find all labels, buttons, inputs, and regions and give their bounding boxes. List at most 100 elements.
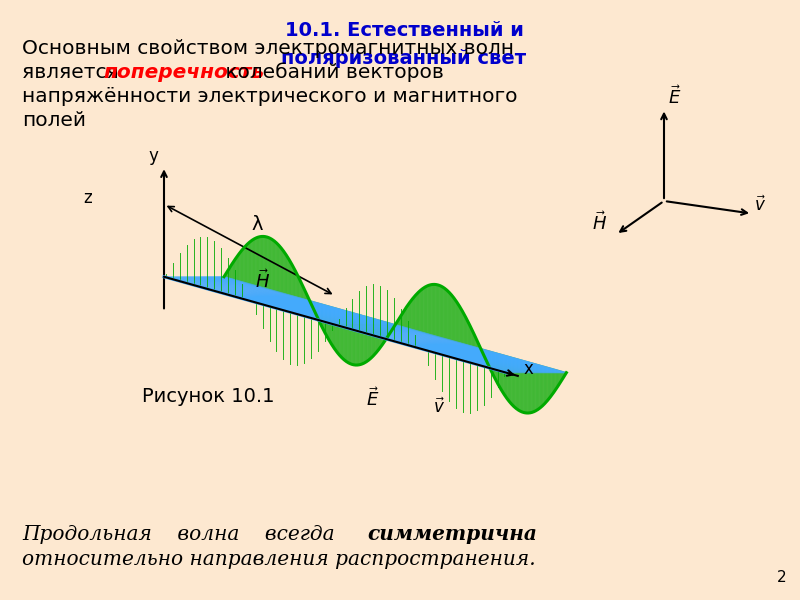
Polygon shape <box>394 334 429 341</box>
Polygon shape <box>465 361 545 367</box>
Polygon shape <box>301 315 378 320</box>
Polygon shape <box>405 337 439 344</box>
Polygon shape <box>309 317 382 321</box>
Polygon shape <box>458 359 541 365</box>
Polygon shape <box>231 288 265 296</box>
Polygon shape <box>250 301 315 302</box>
Polygon shape <box>296 314 375 319</box>
Polygon shape <box>470 362 548 368</box>
Polygon shape <box>362 328 409 332</box>
Polygon shape <box>173 278 229 280</box>
Polygon shape <box>318 320 387 322</box>
Polygon shape <box>180 279 233 281</box>
Polygon shape <box>439 354 526 361</box>
Polygon shape <box>388 333 425 340</box>
Polygon shape <box>277 308 362 316</box>
Polygon shape <box>250 298 301 301</box>
Polygon shape <box>436 353 523 361</box>
Polygon shape <box>374 331 417 336</box>
Polygon shape <box>243 292 279 299</box>
Polygon shape <box>250 299 303 301</box>
Polygon shape <box>254 302 337 308</box>
Polygon shape <box>250 301 317 303</box>
Polygon shape <box>425 350 506 356</box>
Polygon shape <box>422 349 495 353</box>
Polygon shape <box>393 334 429 341</box>
Polygon shape <box>410 338 445 346</box>
Polygon shape <box>351 327 404 329</box>
Polygon shape <box>223 286 258 293</box>
Polygon shape <box>399 335 434 343</box>
Text: Основным свойством электромагнитных волн: Основным свойством электромагнитных волн <box>22 39 514 58</box>
Polygon shape <box>386 332 424 340</box>
Polygon shape <box>285 311 368 317</box>
Polygon shape <box>166 277 226 278</box>
Polygon shape <box>478 365 553 369</box>
Polygon shape <box>446 356 532 363</box>
Polygon shape <box>254 302 335 308</box>
Polygon shape <box>354 328 406 331</box>
Polygon shape <box>167 277 226 278</box>
Polygon shape <box>249 297 297 301</box>
Polygon shape <box>383 332 422 338</box>
Polygon shape <box>420 346 471 349</box>
Polygon shape <box>469 362 547 367</box>
Polygon shape <box>424 350 504 355</box>
Polygon shape <box>247 295 290 300</box>
Polygon shape <box>421 347 475 349</box>
Polygon shape <box>421 347 478 349</box>
Polygon shape <box>212 284 251 290</box>
Polygon shape <box>427 350 511 357</box>
Polygon shape <box>420 345 468 349</box>
Polygon shape <box>421 346 472 349</box>
Polygon shape <box>250 301 318 303</box>
Polygon shape <box>402 336 436 344</box>
Polygon shape <box>178 279 232 281</box>
Polygon shape <box>248 296 294 301</box>
Text: симметрична: симметрична <box>367 524 537 544</box>
Polygon shape <box>240 291 275 298</box>
Polygon shape <box>298 314 376 319</box>
Polygon shape <box>209 283 249 289</box>
Polygon shape <box>239 290 274 298</box>
Polygon shape <box>175 278 230 280</box>
Polygon shape <box>421 349 489 351</box>
Polygon shape <box>300 315 377 320</box>
Polygon shape <box>250 301 323 305</box>
Polygon shape <box>495 370 562 371</box>
Polygon shape <box>262 304 349 311</box>
Polygon shape <box>222 286 257 293</box>
Polygon shape <box>420 346 471 349</box>
Polygon shape <box>227 287 262 295</box>
Polygon shape <box>249 297 296 301</box>
Polygon shape <box>186 280 236 283</box>
Polygon shape <box>251 301 326 305</box>
Polygon shape <box>433 352 520 360</box>
Polygon shape <box>382 332 421 338</box>
Polygon shape <box>422 349 491 352</box>
Polygon shape <box>284 310 367 317</box>
Polygon shape <box>492 368 559 371</box>
Polygon shape <box>483 366 555 370</box>
Polygon shape <box>434 353 522 360</box>
Polygon shape <box>353 327 405 330</box>
Polygon shape <box>419 344 465 349</box>
Polygon shape <box>414 340 450 347</box>
Text: x: x <box>524 360 534 378</box>
Polygon shape <box>216 285 253 292</box>
Polygon shape <box>206 283 247 289</box>
Polygon shape <box>413 340 449 347</box>
Polygon shape <box>419 343 462 348</box>
Polygon shape <box>421 349 484 350</box>
Polygon shape <box>199 282 243 287</box>
Polygon shape <box>493 369 560 371</box>
Polygon shape <box>421 349 485 350</box>
Polygon shape <box>417 341 455 347</box>
Polygon shape <box>220 286 256 293</box>
Polygon shape <box>286 311 369 317</box>
Polygon shape <box>302 316 378 320</box>
Polygon shape <box>409 338 443 346</box>
Polygon shape <box>250 301 321 304</box>
Polygon shape <box>249 298 298 301</box>
Polygon shape <box>287 311 370 317</box>
